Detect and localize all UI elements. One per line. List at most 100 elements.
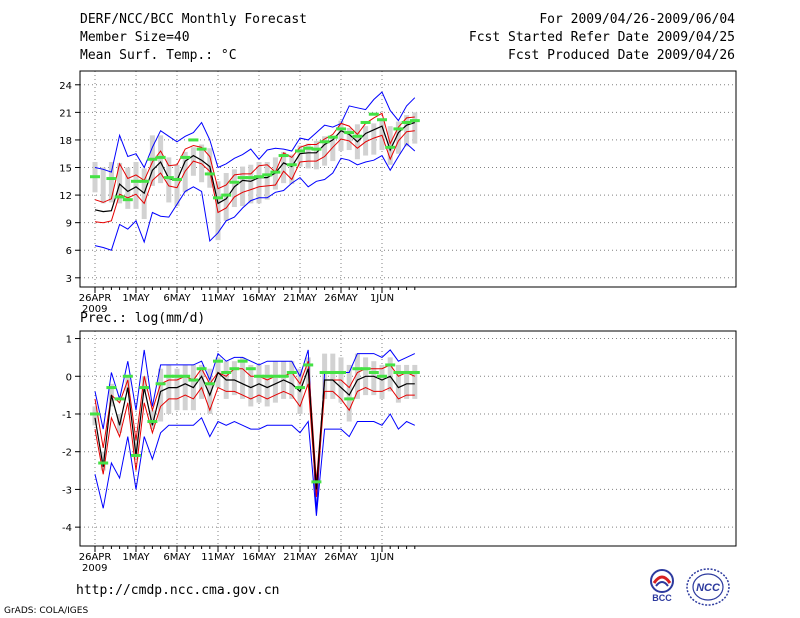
temp-spread-low-line <box>94 130 415 224</box>
prec-observed-marker <box>270 374 281 378</box>
bcc-logo-text: BCC <box>652 593 672 603</box>
prec-observed-marker <box>377 374 387 378</box>
temp-observed-marker <box>172 177 182 181</box>
prec-ensemble-box <box>387 357 393 392</box>
prec-observed-marker <box>131 453 141 457</box>
temp-observed-marker <box>336 127 346 131</box>
temp-observed-marker <box>393 127 404 131</box>
temp-ytick-label: 24 <box>59 81 72 92</box>
temp-ensemble-box <box>289 154 295 185</box>
prec-observed-marker <box>229 367 240 371</box>
temp-observed-marker <box>245 176 256 180</box>
prec-xtick-label: 21MAY <box>283 552 317 563</box>
temp-observed-marker <box>147 157 158 161</box>
temp-observed-marker <box>360 120 371 124</box>
source-url[interactable]: http://cmdp.ncc.cma.gov.cn <box>76 583 280 598</box>
temp-ensemble-box <box>330 136 336 162</box>
temp-xtick-label: 16MAY <box>242 293 276 304</box>
temp-ensemble-box <box>322 136 328 166</box>
temp-observed-marker <box>204 172 215 176</box>
prec-observed-marker <box>213 359 223 363</box>
temp-observed-marker <box>303 146 314 150</box>
temp-ytick-label: 9 <box>66 219 72 230</box>
prec-ytick-label: -1 <box>62 410 72 421</box>
prec-ensemble-box <box>346 364 352 422</box>
prec-ensemble-box <box>231 361 237 396</box>
temp-observed-marker <box>286 163 297 167</box>
temp-observed-marker <box>278 154 289 158</box>
prec-ytick-label: -4 <box>62 523 72 534</box>
prec-observed-marker <box>163 374 174 378</box>
temp-xtick-label: 26MAY <box>324 293 358 304</box>
prec-xtick-label: 6MAY <box>163 552 191 563</box>
prec-observed-marker <box>188 378 199 382</box>
temp-observed-marker <box>163 176 174 180</box>
temp-observed-marker <box>262 173 273 177</box>
prec-ensemble-box <box>174 368 180 411</box>
temp-observed-marker <box>401 120 412 124</box>
temp-observed-marker <box>352 134 363 138</box>
prec-observed-marker <box>106 386 117 390</box>
temp-xtick-label: 26APR <box>79 293 112 304</box>
prec-observed-marker <box>98 461 109 465</box>
temp-ensemble-box <box>363 126 369 156</box>
prec-ensemble-box <box>264 364 270 407</box>
temp-observed-marker <box>90 175 100 179</box>
temp-ensemble-box <box>297 145 303 167</box>
temp-spread-high-line <box>94 112 415 203</box>
temp-ensemble-box <box>174 164 180 207</box>
temp-ensemble-box <box>346 127 352 151</box>
temp-xtick-label: 21MAY <box>283 293 317 304</box>
prec-ensemble-box <box>182 364 188 411</box>
temp-ensemble-box <box>108 161 114 203</box>
prec-observed-marker <box>286 370 297 374</box>
prec-observed-marker <box>295 386 305 390</box>
prec-observed-marker <box>319 370 330 374</box>
temp-observed-marker <box>377 118 387 122</box>
temp-observed-marker <box>409 119 420 123</box>
prec-observed-marker <box>172 374 182 378</box>
prec-observed-marker <box>303 363 314 367</box>
prec-ensemble-box <box>133 436 139 460</box>
prec-ensemble-box <box>289 361 295 399</box>
prec-observed-marker <box>311 480 322 484</box>
temp-envelope-low-line <box>94 142 416 251</box>
prec-observed-marker <box>352 367 363 371</box>
chart-title: DERF/NCC/BCC Monthly Forecast <box>80 12 307 27</box>
prec-observed-marker <box>204 382 215 386</box>
prec-ensemble-box <box>149 410 155 430</box>
temp-ensemble-box <box>281 151 287 184</box>
prec-observed-marker <box>221 370 232 374</box>
temp-ensemble-box <box>117 162 123 204</box>
temp-ytick-label: 21 <box>59 108 72 119</box>
prec-observed-marker <box>262 374 273 378</box>
prec-ensemble-mean-line <box>94 368 415 490</box>
prec-ensemble-box <box>158 368 164 422</box>
temp-ensemble-box <box>133 161 139 209</box>
prec-observed-marker <box>245 367 256 371</box>
prec-envelope-low-line <box>94 413 416 516</box>
temp-observed-marker <box>180 155 191 159</box>
prec-ensemble-box <box>379 364 385 399</box>
temp-ensemble-box <box>305 143 311 169</box>
temp-ensemble-box <box>404 115 410 147</box>
prec-xtick-label: 16MAY <box>242 552 276 563</box>
prec-observed-marker <box>393 370 404 374</box>
prec-ensemble-box <box>207 368 213 414</box>
temp-ensemble-box <box>412 112 418 144</box>
prec-ensemble-box <box>272 361 278 403</box>
temp-observed-marker <box>254 175 264 179</box>
ncc-logo: NCC <box>684 567 732 611</box>
prec-observed-marker <box>385 363 396 367</box>
temp-observed-marker <box>155 155 166 159</box>
bcc-logo: BCC <box>642 568 682 608</box>
temp-xtick-label: 6MAY <box>163 293 191 304</box>
temp-ensemble-box <box>231 169 237 208</box>
prec-observed-marker <box>336 370 346 374</box>
variable-label-temp: Mean Surf. Temp.: °C <box>80 48 237 63</box>
prec-envelope-high-line <box>94 349 416 513</box>
prec-spread-low-line <box>94 383 415 498</box>
temp-observed-marker <box>319 140 330 144</box>
prec-ytick-label: -3 <box>62 485 72 496</box>
